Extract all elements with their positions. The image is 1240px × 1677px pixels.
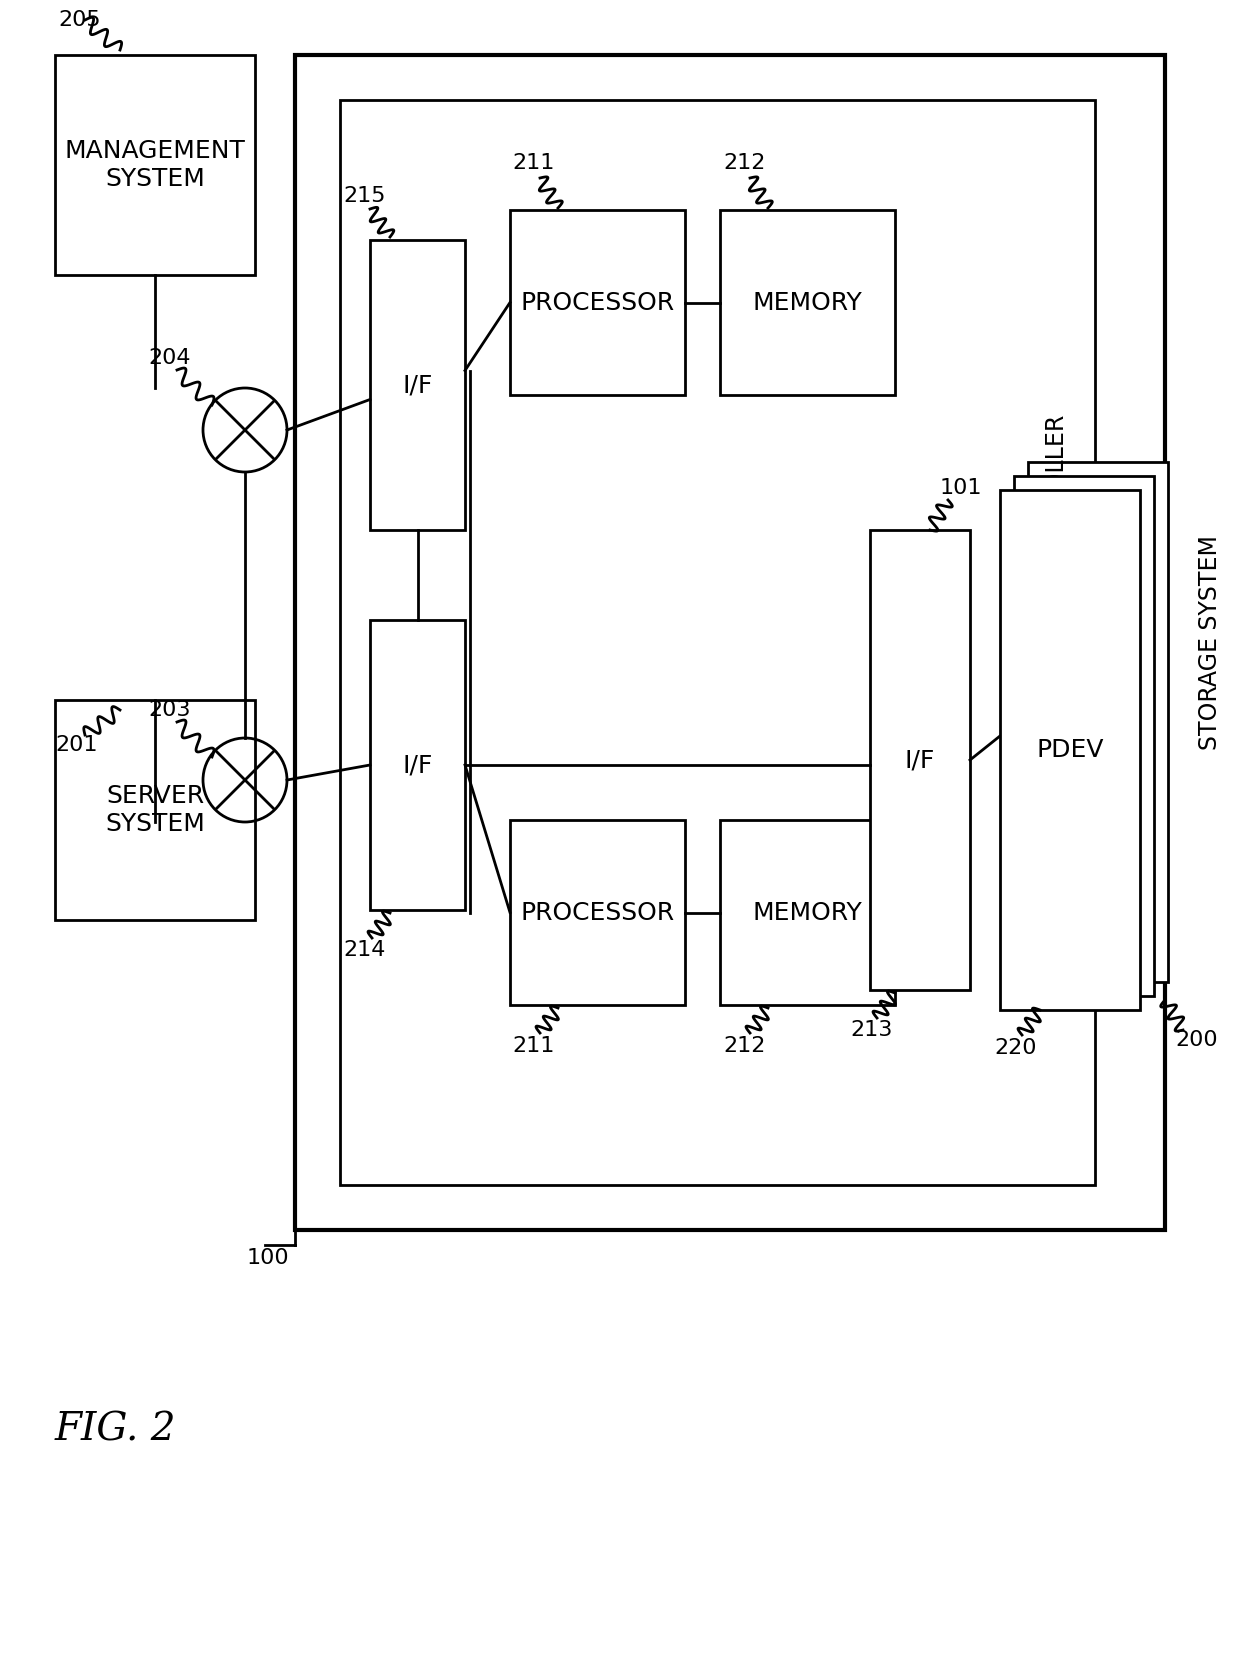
Bar (55, 699, 255, 921)
Bar (720, 820, 895, 1005)
Text: MANAGEMENT
SYSTEM: MANAGEMENT SYSTEM (64, 139, 246, 191)
Bar (370, 240, 465, 530)
Text: 211: 211 (512, 1036, 554, 1057)
Bar (510, 820, 684, 1005)
Bar (510, 210, 684, 396)
Text: 214: 214 (343, 941, 386, 959)
Text: STORAGE SYSTEM: STORAGE SYSTEM (1198, 535, 1221, 750)
Text: MEMORY: MEMORY (753, 290, 862, 315)
Bar (870, 530, 970, 989)
Bar (55, 55, 255, 275)
Text: 101: 101 (940, 478, 982, 498)
Text: 203: 203 (148, 699, 191, 719)
Bar (999, 490, 1140, 1010)
Bar (370, 620, 465, 911)
Text: I/F: I/F (402, 372, 433, 397)
Text: 211: 211 (512, 153, 554, 173)
Text: 213: 213 (849, 1020, 893, 1040)
Text: 205: 205 (58, 10, 100, 30)
Text: 204: 204 (148, 349, 191, 367)
Bar (340, 101, 1095, 1186)
Text: FIG. 2: FIG. 2 (55, 1412, 176, 1449)
Text: 220: 220 (994, 1038, 1037, 1058)
Text: PROCESSOR: PROCESSOR (521, 290, 675, 315)
Text: 212: 212 (723, 1036, 765, 1057)
Text: 212: 212 (723, 153, 765, 173)
Text: I/F: I/F (402, 753, 433, 776)
Text: STORAGE CONTROLLER: STORAGE CONTROLLER (1045, 414, 1069, 696)
Text: 100: 100 (247, 1248, 289, 1268)
Bar (720, 210, 895, 396)
Text: SERVER
SYSTEM: SERVER SYSTEM (105, 785, 205, 835)
Text: PDEV: PDEV (1037, 738, 1104, 761)
Bar (295, 55, 1166, 1229)
Bar (1014, 476, 1154, 996)
Bar (1028, 461, 1168, 983)
Text: 215: 215 (343, 186, 386, 206)
Text: MEMORY: MEMORY (753, 901, 862, 924)
Text: I/F: I/F (905, 748, 935, 771)
Text: PROCESSOR: PROCESSOR (521, 901, 675, 924)
Text: 201: 201 (55, 735, 98, 755)
Text: 200: 200 (1176, 1030, 1218, 1050)
